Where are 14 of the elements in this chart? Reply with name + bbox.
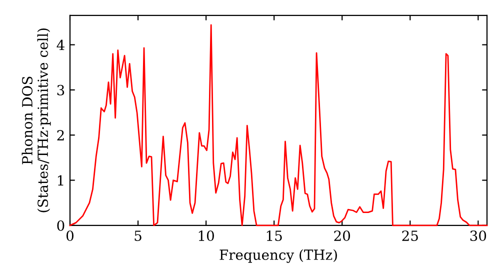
y-tick-label: 1 bbox=[58, 175, 64, 186]
y-tick-label: 3 bbox=[57, 84, 64, 96]
x-tick-label: 5 bbox=[134, 230, 142, 242]
y-axis-title: Phonon DOS (States/THz·primitive cell) bbox=[22, 28, 51, 212]
x-axis-title: Frequency (THz) bbox=[220, 249, 337, 263]
x-tick-label: 20 bbox=[334, 230, 350, 242]
x-tick-label: 30 bbox=[470, 230, 486, 242]
x-tick-label: 25 bbox=[402, 230, 418, 242]
y-tick-label: 4 bbox=[56, 40, 64, 50]
y-tick-label: 0 bbox=[57, 220, 64, 231]
x-tick-label: 10 bbox=[198, 230, 214, 242]
x-tick-label: 0 bbox=[66, 230, 74, 242]
x-tick-label: 15 bbox=[266, 230, 282, 242]
y-tick-label: 2 bbox=[57, 130, 64, 140]
